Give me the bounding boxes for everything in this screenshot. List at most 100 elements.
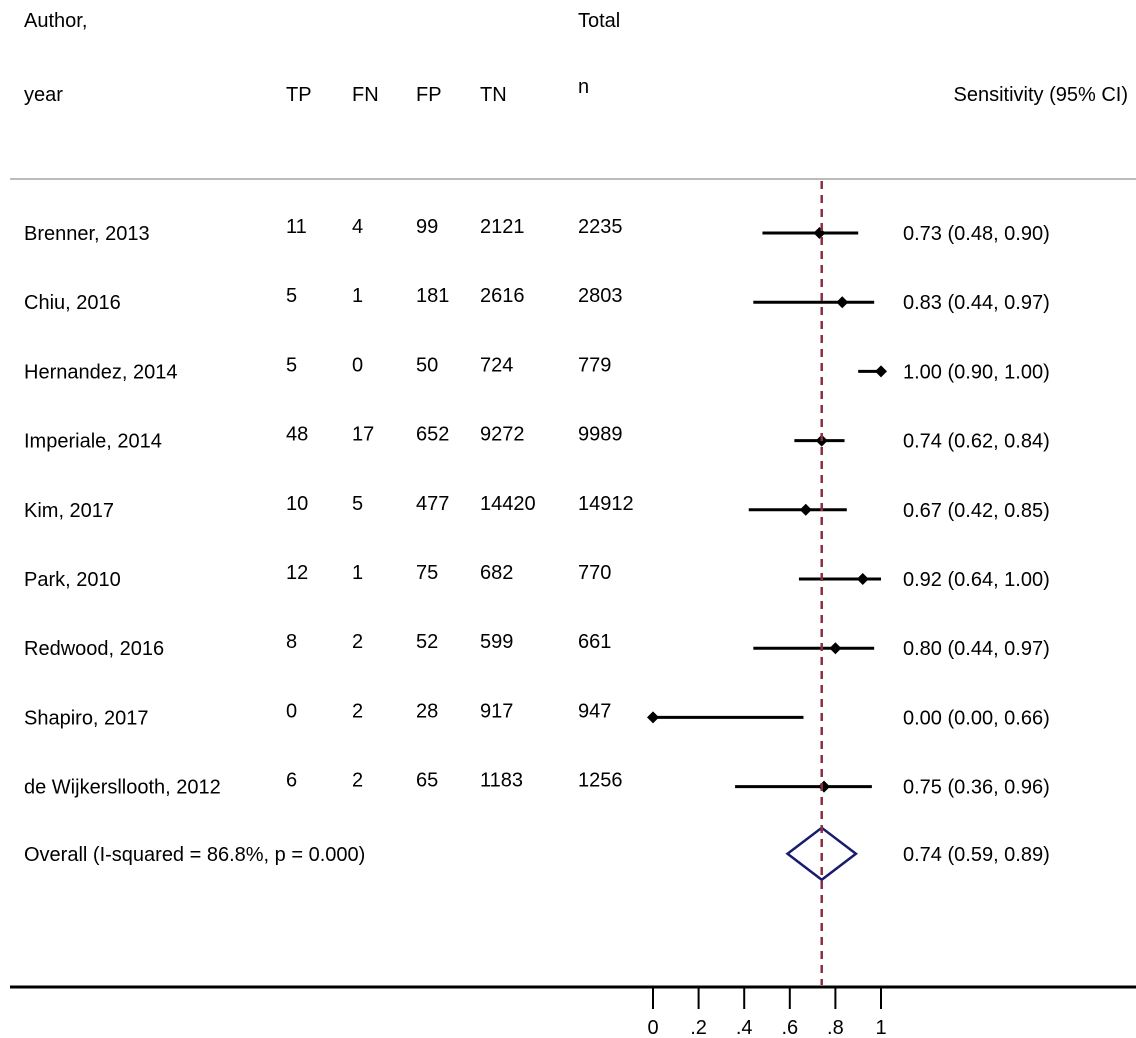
header-fn: FN <box>352 84 379 106</box>
sensitivity-ci-text: 0.75 (0.36, 0.96) <box>903 777 1050 799</box>
tp-value: 48 <box>286 424 308 446</box>
point-estimate-marker <box>856 573 869 585</box>
fn-value: 1 <box>352 562 363 584</box>
tp-value: 5 <box>286 354 297 376</box>
tn-value: 917 <box>480 700 513 722</box>
fn-value: 1 <box>352 285 363 307</box>
total-n-value: 2235 <box>578 216 623 238</box>
tn-value: 682 <box>480 562 513 584</box>
sensitivity-ci-text: 0.73 (0.48, 0.90) <box>903 223 1050 245</box>
study-label: Park, 2010 <box>24 569 121 591</box>
fp-value: 652 <box>416 424 449 446</box>
total-n-value: 779 <box>578 354 611 376</box>
tp-value: 5 <box>286 285 297 307</box>
header-year: year <box>24 84 63 106</box>
fp-value: 65 <box>416 770 438 792</box>
tp-value: 12 <box>286 562 308 584</box>
x-tick-label: .4 <box>736 1017 753 1038</box>
sensitivity-ci-text: 0.74 (0.62, 0.84) <box>903 431 1050 453</box>
point-estimate-marker <box>813 227 826 239</box>
fn-value: 5 <box>352 493 363 515</box>
fn-value: 0 <box>352 354 363 376</box>
study-label: Chiu, 2016 <box>24 292 121 314</box>
overall-ci-text: 0.74 (0.59, 0.89) <box>903 844 1050 866</box>
x-tick-label: .8 <box>827 1017 844 1038</box>
fp-value: 477 <box>416 493 449 515</box>
x-axis: 0 .2 .4 .6 .8 1 <box>10 985 1136 1038</box>
total-n-value: 770 <box>578 562 611 584</box>
header-total: Total <box>578 10 620 32</box>
header-sensitivity: Sensitivity (95% CI) <box>954 84 1129 106</box>
study-label: Shapiro, 2017 <box>24 707 149 729</box>
tn-value: 599 <box>480 631 513 653</box>
total-n-value: 2803 <box>578 285 623 307</box>
study-label: Kim, 2017 <box>24 500 114 522</box>
fp-value: 75 <box>416 562 438 584</box>
tp-value: 6 <box>286 770 297 792</box>
tn-value: 2616 <box>480 285 525 307</box>
tp-value: 8 <box>286 631 297 653</box>
header-tn: TN <box>480 84 507 106</box>
study-row: Shapiro, 2017 0 2 28 917 947 0.00 (0.00, 0.66) <box>24 700 1050 729</box>
total-n-value: 661 <box>578 631 611 653</box>
plot-marks <box>647 181 887 985</box>
point-estimate-marker <box>647 711 659 724</box>
fp-value: 28 <box>416 700 438 722</box>
fn-value: 4 <box>352 216 363 238</box>
study-row: Redwood, 2016 8 2 52 599 661 0.80 (0.44, 0.97) <box>24 631 1050 660</box>
fn-value: 2 <box>352 631 363 653</box>
study-label: Hernandez, 2014 <box>24 361 177 383</box>
total-n-value: 14912 <box>578 493 634 515</box>
header-tp: TP <box>286 84 312 106</box>
fp-value: 52 <box>416 631 438 653</box>
study-label: Redwood, 2016 <box>24 638 164 660</box>
total-n-value: 1256 <box>578 770 623 792</box>
fn-value: 17 <box>352 424 374 446</box>
sensitivity-ci-text: 0.80 (0.44, 0.97) <box>903 638 1050 660</box>
tp-value: 10 <box>286 493 308 515</box>
point-estimate-marker <box>875 365 887 378</box>
header-fp: FP <box>416 84 442 106</box>
header-n: n <box>578 76 589 98</box>
point-estimate-marker <box>818 780 830 793</box>
total-n-value: 947 <box>578 700 611 722</box>
overall-diamond <box>785 826 858 882</box>
tn-value: 1183 <box>480 770 523 792</box>
study-row: Park, 2010 12 1 75 682 770 0.92 (0.64, 1.00) <box>24 562 1050 591</box>
overall-row: Overall (I-squared = 86.8%, p = 0.000) 0.… <box>24 844 1050 866</box>
fp-value: 181 <box>416 285 449 307</box>
study-rows: Brenner, 2013 11 4 99 2121 2235 0.73 (0.48, 0.… <box>24 216 1050 866</box>
sensitivity-ci-text: 1.00 (0.90, 1.00) <box>903 361 1050 383</box>
tp-value: 0 <box>286 700 297 722</box>
fn-value: 2 <box>352 770 363 792</box>
study-row: Imperiale, 2014 48 17 652 9272 9989 0.74 (0.62… <box>24 424 1050 453</box>
sensitivity-ci-text: 0.67 (0.42, 0.85) <box>903 500 1050 522</box>
sensitivity-ci-text: 0.00 (0.00, 0.66) <box>903 707 1050 729</box>
tn-value: 9272 <box>480 424 525 446</box>
tn-value: 14420 <box>480 493 536 515</box>
point-estimate-marker <box>829 642 842 655</box>
study-row: Brenner, 2013 11 4 99 2121 2235 0.73 (0.48, 0.… <box>24 216 1050 245</box>
study-row: Hernandez, 2014 5 0 50 724 779 1.00 (0.90, 1.0… <box>24 354 1050 383</box>
x-tick-label: 1 <box>875 1017 886 1038</box>
tp-value: 11 <box>286 216 307 238</box>
study-row: Chiu, 2016 5 1 181 2616 2803 0.83 (0.44, 0.97) <box>24 285 1050 314</box>
study-label: Brenner, 2013 <box>24 223 150 245</box>
study-row: Kim, 2017 10 5 477 14420 14912 0.67 (0.42, 0.8… <box>24 493 1050 522</box>
point-estimate-marker <box>836 296 849 309</box>
study-label: de Wijkersllooth, 2012 <box>24 777 221 799</box>
header-author: Author, <box>24 10 87 32</box>
tn-value: 2121 <box>480 216 525 238</box>
fn-value: 2 <box>352 700 363 722</box>
fp-value: 50 <box>416 354 438 376</box>
x-tick-label: 0 <box>647 1017 658 1038</box>
fp-value: 99 <box>416 216 438 238</box>
x-tick-label: .6 <box>781 1017 798 1038</box>
overall-label: Overall (I-squared = 86.8%, p = 0.000) <box>24 844 365 866</box>
sensitivity-ci-text: 0.92 (0.64, 1.00) <box>903 569 1050 591</box>
study-row: de Wijkersllooth, 2012 6 2 65 1183 1256 0.75 (… <box>24 770 1050 799</box>
total-n-value: 9989 <box>578 424 623 446</box>
tn-value: 724 <box>480 354 513 376</box>
point-estimate-marker <box>799 503 812 516</box>
sensitivity-ci-text: 0.83 (0.44, 0.97) <box>903 292 1050 314</box>
